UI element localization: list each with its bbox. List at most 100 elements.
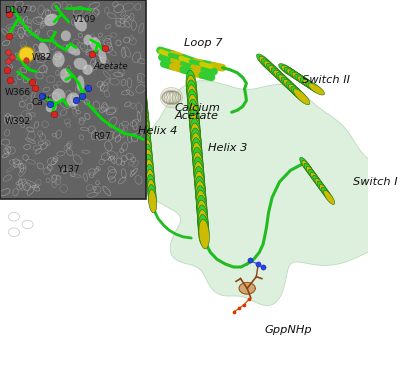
Ellipse shape (198, 205, 208, 235)
Text: W392: W392 (4, 117, 30, 126)
Point (8, 54, 15, 60)
Ellipse shape (194, 162, 204, 191)
Point (246, 296, 252, 302)
Ellipse shape (144, 144, 152, 168)
Ellipse shape (298, 76, 314, 88)
Point (7, 77, 14, 83)
Ellipse shape (276, 72, 293, 89)
Ellipse shape (196, 182, 202, 207)
Text: Calcium: Calcium (175, 103, 220, 113)
Ellipse shape (269, 65, 285, 82)
Ellipse shape (308, 83, 324, 95)
Ellipse shape (194, 161, 201, 185)
Text: Acetate: Acetate (94, 62, 128, 71)
Ellipse shape (148, 190, 157, 213)
Ellipse shape (304, 163, 315, 178)
Ellipse shape (199, 219, 209, 249)
Ellipse shape (67, 93, 80, 106)
Ellipse shape (192, 138, 202, 167)
Ellipse shape (190, 118, 201, 148)
Ellipse shape (300, 158, 311, 171)
Ellipse shape (191, 102, 198, 126)
Ellipse shape (138, 79, 146, 102)
Ellipse shape (310, 172, 322, 187)
Ellipse shape (274, 70, 290, 86)
Ellipse shape (61, 31, 71, 41)
Ellipse shape (90, 38, 101, 50)
Ellipse shape (194, 155, 201, 180)
Ellipse shape (279, 63, 295, 76)
Ellipse shape (138, 84, 147, 107)
Ellipse shape (140, 99, 148, 122)
Point (29, 79, 36, 85)
Ellipse shape (284, 67, 300, 79)
Ellipse shape (256, 54, 273, 70)
Ellipse shape (188, 99, 199, 129)
Ellipse shape (281, 65, 298, 77)
Ellipse shape (196, 177, 202, 202)
Ellipse shape (145, 149, 153, 173)
Ellipse shape (196, 186, 206, 215)
Ellipse shape (279, 75, 295, 91)
Ellipse shape (46, 103, 56, 112)
Point (236, 305, 242, 312)
Point (22, 51, 29, 57)
Ellipse shape (84, 35, 92, 45)
Ellipse shape (308, 169, 320, 183)
Text: Switch II: Switch II (302, 75, 350, 86)
Text: R97: R97 (93, 132, 110, 141)
Text: Switch I: Switch I (353, 177, 398, 187)
Text: W82: W82 (31, 53, 52, 62)
Point (231, 308, 238, 315)
Ellipse shape (295, 74, 311, 86)
Ellipse shape (196, 193, 203, 217)
Ellipse shape (196, 188, 203, 212)
Ellipse shape (190, 86, 196, 110)
Ellipse shape (189, 75, 196, 99)
Ellipse shape (186, 70, 196, 100)
Point (39, 92, 46, 99)
Ellipse shape (191, 112, 198, 137)
Ellipse shape (141, 114, 150, 137)
Ellipse shape (142, 119, 150, 142)
Ellipse shape (143, 129, 151, 152)
Ellipse shape (138, 74, 146, 97)
Point (247, 257, 253, 264)
Ellipse shape (192, 118, 198, 142)
Ellipse shape (189, 104, 200, 134)
Ellipse shape (99, 48, 106, 64)
Ellipse shape (194, 157, 204, 187)
Ellipse shape (139, 94, 148, 117)
Ellipse shape (142, 124, 150, 147)
Point (89, 51, 96, 57)
Ellipse shape (146, 170, 155, 193)
Ellipse shape (195, 176, 206, 205)
Point (51, 111, 57, 117)
Ellipse shape (286, 82, 302, 98)
Point (22, 57, 29, 63)
Ellipse shape (186, 75, 197, 105)
Ellipse shape (141, 109, 149, 132)
Ellipse shape (287, 69, 303, 81)
Ellipse shape (198, 214, 204, 239)
Ellipse shape (146, 164, 154, 188)
Ellipse shape (193, 134, 200, 159)
Ellipse shape (306, 166, 317, 181)
Ellipse shape (191, 107, 198, 132)
Text: V109: V109 (73, 15, 96, 24)
Ellipse shape (198, 210, 208, 239)
Ellipse shape (317, 181, 328, 195)
Point (73, 97, 79, 103)
Ellipse shape (197, 204, 204, 228)
Ellipse shape (60, 69, 71, 82)
FancyBboxPatch shape (0, 0, 146, 199)
Point (5, 49, 11, 55)
Ellipse shape (144, 139, 152, 163)
Point (6, 33, 12, 39)
Ellipse shape (189, 109, 200, 139)
Ellipse shape (190, 123, 201, 153)
Point (85, 85, 91, 91)
Point (259, 264, 266, 270)
Ellipse shape (194, 150, 200, 175)
Text: Y137: Y137 (57, 165, 80, 174)
